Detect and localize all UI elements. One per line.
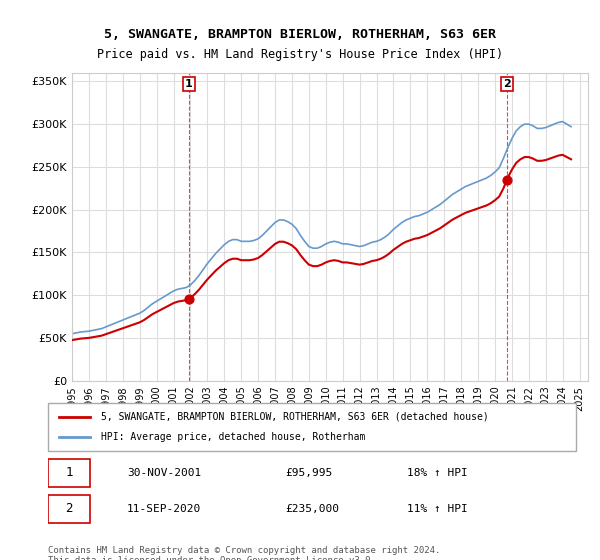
- Text: 5, SWANGATE, BRAMPTON BIERLOW, ROTHERHAM, S63 6ER: 5, SWANGATE, BRAMPTON BIERLOW, ROTHERHAM…: [104, 28, 496, 41]
- Text: 11-SEP-2020: 11-SEP-2020: [127, 504, 202, 514]
- Text: 11% ↑ HPI: 11% ↑ HPI: [407, 504, 468, 514]
- Text: 2: 2: [65, 502, 73, 515]
- Text: 1: 1: [65, 466, 73, 479]
- Text: Price paid vs. HM Land Registry's House Price Index (HPI): Price paid vs. HM Land Registry's House …: [97, 48, 503, 60]
- Text: 30-NOV-2001: 30-NOV-2001: [127, 468, 202, 478]
- Text: Contains HM Land Registry data © Crown copyright and database right 2024.
This d: Contains HM Land Registry data © Crown c…: [48, 546, 440, 560]
- Text: £235,000: £235,000: [286, 504, 340, 514]
- Text: 18% ↑ HPI: 18% ↑ HPI: [407, 468, 468, 478]
- Text: 2: 2: [503, 79, 511, 89]
- FancyBboxPatch shape: [48, 403, 576, 451]
- Text: 1: 1: [185, 79, 193, 89]
- Point: [502, 175, 512, 184]
- FancyBboxPatch shape: [48, 495, 90, 522]
- Text: 5, SWANGATE, BRAMPTON BIERLOW, ROTHERHAM, S63 6ER (detached house): 5, SWANGATE, BRAMPTON BIERLOW, ROTHERHAM…: [101, 412, 488, 422]
- Text: £95,995: £95,995: [286, 468, 333, 478]
- FancyBboxPatch shape: [48, 459, 90, 487]
- Point: [184, 294, 194, 303]
- Text: HPI: Average price, detached house, Rotherham: HPI: Average price, detached house, Roth…: [101, 432, 365, 442]
